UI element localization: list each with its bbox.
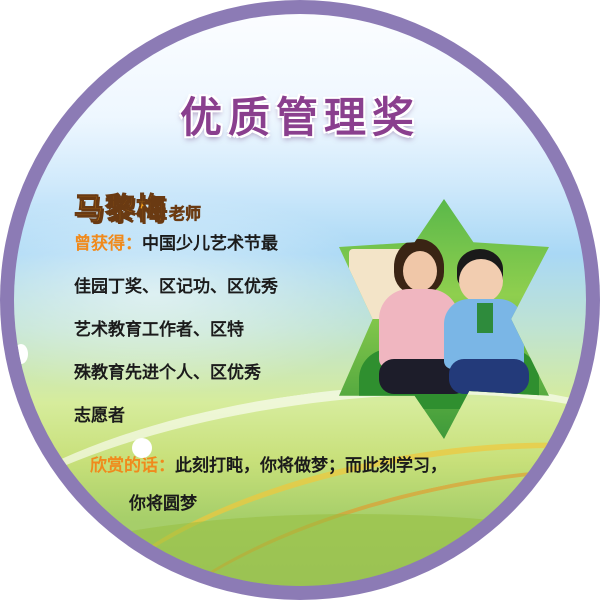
honors-block: 曾获得：中国少儿艺术节最 佳园丁奖、区记功、区优秀 艺术教育工作者、区特 殊教育…: [74, 232, 334, 447]
honors-line: 曾获得：中国少儿艺术节最: [74, 232, 334, 275]
honors-line: 殊教育先进个人、区优秀: [74, 363, 261, 383]
child-face-shape: [459, 259, 503, 303]
adult-face-shape: [403, 251, 437, 291]
honors-line: 艺术教育工作者、区特: [74, 320, 244, 340]
photo-image: [339, 199, 549, 439]
award-title: 优质管理奖: [179, 93, 420, 142]
wave-decoration: [14, 514, 586, 586]
quote-line: 你将圆梦: [129, 494, 197, 514]
quote-line: 欣赏的话：此刻打盹，你将做梦；而此刻学习，: [90, 451, 447, 476]
honors-label: 曾获得：: [74, 234, 142, 254]
quote-label: 欣赏的话：: [90, 456, 175, 476]
honors-line: 佳园丁奖、区记功、区优秀: [74, 277, 278, 297]
dot-decoration: [132, 438, 152, 458]
teacher-title: 老师: [169, 204, 202, 224]
child-legs-shape: [449, 359, 529, 394]
child-scarf-shape: [477, 303, 493, 333]
teacher-photo: [339, 199, 549, 439]
dot-decoration: [14, 344, 28, 364]
quote-text: 此刻打盹，你将做梦；而此刻学习，: [175, 456, 447, 476]
honors-text: 中国少儿艺术节最: [142, 234, 278, 254]
honors-line: 志愿者: [74, 406, 125, 426]
award-disc: 优质管理奖 马黎梅 老师 曾获得：中国少儿艺术节最 佳园丁奖、区记功、区优秀 艺术…: [14, 14, 586, 586]
teacher-heading: 马黎梅 老师: [74, 184, 202, 228]
teacher-name: 马黎梅: [74, 192, 167, 228]
